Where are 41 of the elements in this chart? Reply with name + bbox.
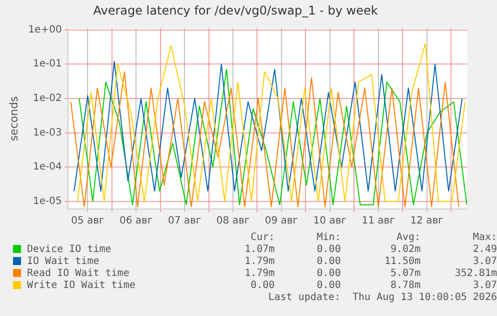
x-tick-label: 08 авг [216, 216, 250, 227]
text: 0.00 [316, 280, 341, 292]
text: Avg: [396, 232, 421, 244]
chart-title: Average latency for /dev/vg0/swap_1 - by week [93, 3, 378, 18]
y-tick-label: 1e-05 [32, 196, 62, 207]
y-tick-label: 1e-04 [32, 162, 62, 173]
x-tick-label: 05 авг [71, 216, 104, 227]
text: 8.78m [389, 280, 421, 292]
text: 0.00 [316, 244, 341, 256]
legend-label: Read IO Wait time [26, 268, 130, 280]
text: Cur: [250, 232, 275, 244]
text: Max: [472, 232, 497, 244]
x-tick-label: 09 авг [264, 216, 298, 227]
text: Min: [316, 232, 341, 244]
text: 3.07 [472, 280, 497, 292]
text: 0.00 [316, 268, 341, 280]
text: 1.79m [244, 268, 275, 280]
text: 0.00 [316, 256, 341, 268]
x-tick-label: 11 авг [362, 216, 395, 227]
y-tick-label: 1e-01 [32, 58, 62, 70]
text: 0.00 [250, 280, 275, 292]
y-tick-label: 1e-02 [32, 93, 62, 104]
text: 11.50m [383, 256, 421, 268]
text: 2.49 [472, 244, 497, 256]
legend-label: Device IO time [26, 244, 112, 256]
text: 9.02m [389, 244, 421, 256]
x-tick-label: 06 авг [120, 216, 153, 227]
text: 352.81m [454, 268, 497, 280]
text: 1.79m [244, 256, 275, 268]
y-axis-title: seconds [7, 96, 20, 142]
legend-label: IO Wait time [26, 256, 100, 268]
text: 5.07m [389, 268, 421, 280]
x-tick-label: 10 авг [313, 216, 346, 227]
x-tick-label: 12 авг [410, 216, 444, 227]
text: 1.07m [244, 244, 275, 256]
legend-label: Write IO Wait time [26, 280, 136, 292]
x-tick-label: 07 авг [168, 216, 202, 227]
text: Last update: Thu Aug 13 10:00:05 2026 [267, 292, 497, 304]
y-tick-label: 1e-03 [32, 127, 62, 138]
text: 3.07 [472, 256, 497, 268]
y-tick-label: 1e+00 [28, 24, 62, 36]
